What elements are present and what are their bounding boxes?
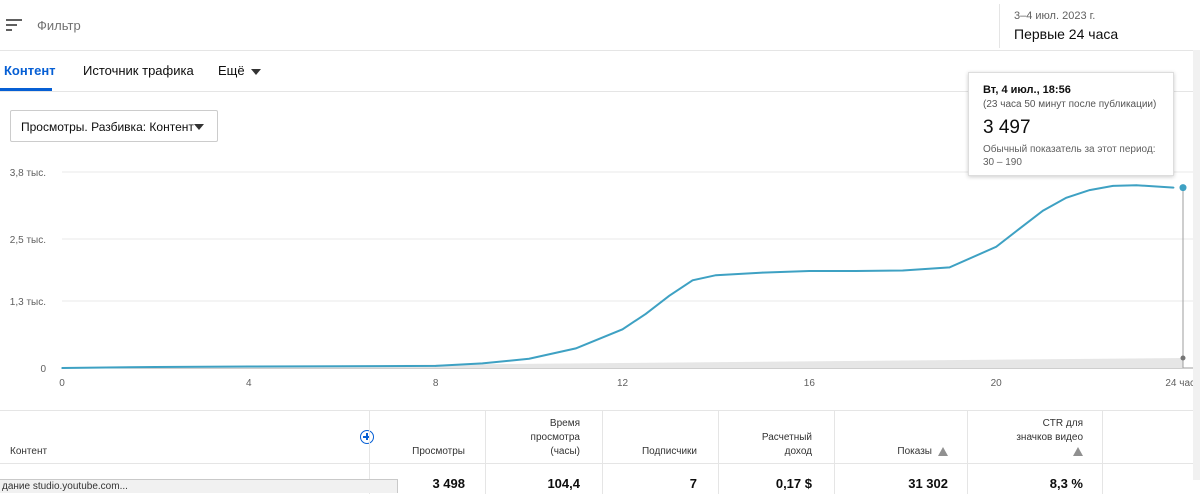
tab-traffic-source[interactable]: Источник трафика <box>83 63 194 78</box>
metrics-table: Контент Просмотры Время просмотра (часы)… <box>0 410 1200 494</box>
data-point <box>621 328 624 331</box>
series-line <box>61 184 1174 369</box>
total-revenue: 0,17 $ <box>775 476 812 491</box>
data-point <box>948 266 951 269</box>
data-point <box>481 362 484 365</box>
status-bar: дание studio.youtube.com... <box>0 479 398 493</box>
header-content[interactable]: Контент <box>10 446 48 457</box>
tab-content[interactable]: Контент <box>4 63 56 78</box>
warning-icon <box>1073 446 1083 456</box>
data-point <box>1018 227 1021 230</box>
chart-tooltip: Вт, 4 июл., 18:56 (23 часа 50 минут посл… <box>968 72 1174 176</box>
divider <box>602 411 603 494</box>
data-point <box>61 367 63 369</box>
total-subscribers: 7 <box>689 476 697 491</box>
divider <box>485 411 486 494</box>
header-views[interactable]: Просмотры <box>412 446 465 457</box>
tab-active-indicator <box>0 88 52 91</box>
data-point <box>761 271 764 274</box>
tab-more[interactable]: Ещё <box>218 63 261 78</box>
caret-down-icon <box>250 68 261 75</box>
add-column-icon[interactable] <box>360 430 374 444</box>
vertical-scrollbar[interactable] <box>1193 50 1200 480</box>
divider <box>1102 411 1103 494</box>
warning-icon <box>938 446 948 456</box>
divider <box>0 463 1200 464</box>
data-point <box>1088 189 1091 191</box>
hover-point <box>1179 184 1187 192</box>
header-subscribers[interactable]: Подписчики <box>641 446 697 457</box>
data-point <box>1042 209 1044 212</box>
x-tick-label: 8 <box>433 378 439 389</box>
header-ctr[interactable]: CTR для значков видео <box>1005 417 1083 459</box>
date-range-picker[interactable]: 3–4 июл. 2023 г. Первые 24 часа <box>999 4 1195 48</box>
header-watch-time[interactable]: Время просмотра (часы) <box>530 418 580 457</box>
data-point <box>668 294 671 297</box>
data-point <box>341 365 344 367</box>
top-bar: Фильтр 3–4 июл. 2023 г. Первые 24 часа <box>0 0 1200 51</box>
data-point <box>434 365 437 367</box>
data-point <box>1172 186 1175 189</box>
x-tick-label: 12 <box>617 378 629 389</box>
total-watch-time: 104,4 <box>547 476 580 491</box>
x-tick-label: 4 <box>246 378 252 389</box>
tooltip-note: Обычный показатель за этот период: 30 – … <box>983 144 1156 168</box>
views-line-chart[interactable]: 3,8 тыс. 2,5 тыс. 1,3 тыс. 0 0 4 8 12 16 20 24 час… <box>0 160 1200 390</box>
x-tick-label: 16 <box>804 378 816 389</box>
header-impressions-label: Показы <box>897 446 932 457</box>
x-tick-label: 0 <box>59 378 65 389</box>
divider <box>718 411 719 494</box>
tooltip-value: 3 497 <box>983 117 1031 138</box>
y-tick-label: 2,5 тыс. <box>10 235 46 246</box>
x-tick-label: 24 часа <box>1165 378 1200 389</box>
metric-dropdown-label: Просмотры. Разбивка: Контент <box>21 120 194 134</box>
header-revenue[interactable]: Расчетный доход <box>761 432 812 457</box>
data-point <box>1135 184 1138 186</box>
data-point <box>574 347 577 350</box>
y-tick-label: 3,8 тыс. <box>10 168 46 179</box>
data-point <box>645 313 647 315</box>
tooltip-title: Вт, 4 июл., 18:56 <box>983 84 1071 96</box>
header-ctr-label: CTR для значков видео <box>1016 418 1083 443</box>
data-point <box>248 365 250 368</box>
data-point <box>715 274 717 276</box>
date-range-period: Первые 24 часа <box>1014 26 1119 42</box>
tooltip-subtitle: (23 часа 50 минут после публикации) <box>983 99 1157 110</box>
date-range-dates: 3–4 июл. 2023 г. <box>1014 10 1096 22</box>
total-impressions: 31 302 <box>908 476 948 491</box>
tab-bar: Контент Источник трафика Ещё <box>0 51 1200 92</box>
total-ctr: 8,3 % <box>1049 476 1083 491</box>
divider <box>834 411 835 494</box>
filter-input[interactable]: Фильтр <box>37 18 81 33</box>
tab-more-label: Ещё <box>218 63 245 78</box>
y-tick-label: 0 <box>40 364 46 375</box>
data-point <box>901 269 904 272</box>
y-tick-label: 1,3 тыс. <box>10 297 46 308</box>
data-point <box>808 270 811 272</box>
metric-dropdown[interactable]: Просмотры. Разбивка: Контент <box>10 110 218 142</box>
x-tick-label: 20 <box>991 378 1003 389</box>
data-point <box>855 270 857 272</box>
data-point <box>154 366 157 368</box>
data-point <box>691 279 694 282</box>
data-point <box>1112 185 1114 187</box>
data-point <box>528 357 530 360</box>
total-views: 3 498 <box>432 476 465 491</box>
typical-range-point <box>1180 355 1186 361</box>
data-point <box>995 245 997 248</box>
data-point <box>1065 196 1068 199</box>
divider <box>369 411 370 494</box>
divider <box>967 411 968 494</box>
header-impressions[interactable]: Показы <box>850 445 948 459</box>
filter-icon[interactable] <box>6 19 22 31</box>
caret-down-icon <box>194 124 204 130</box>
